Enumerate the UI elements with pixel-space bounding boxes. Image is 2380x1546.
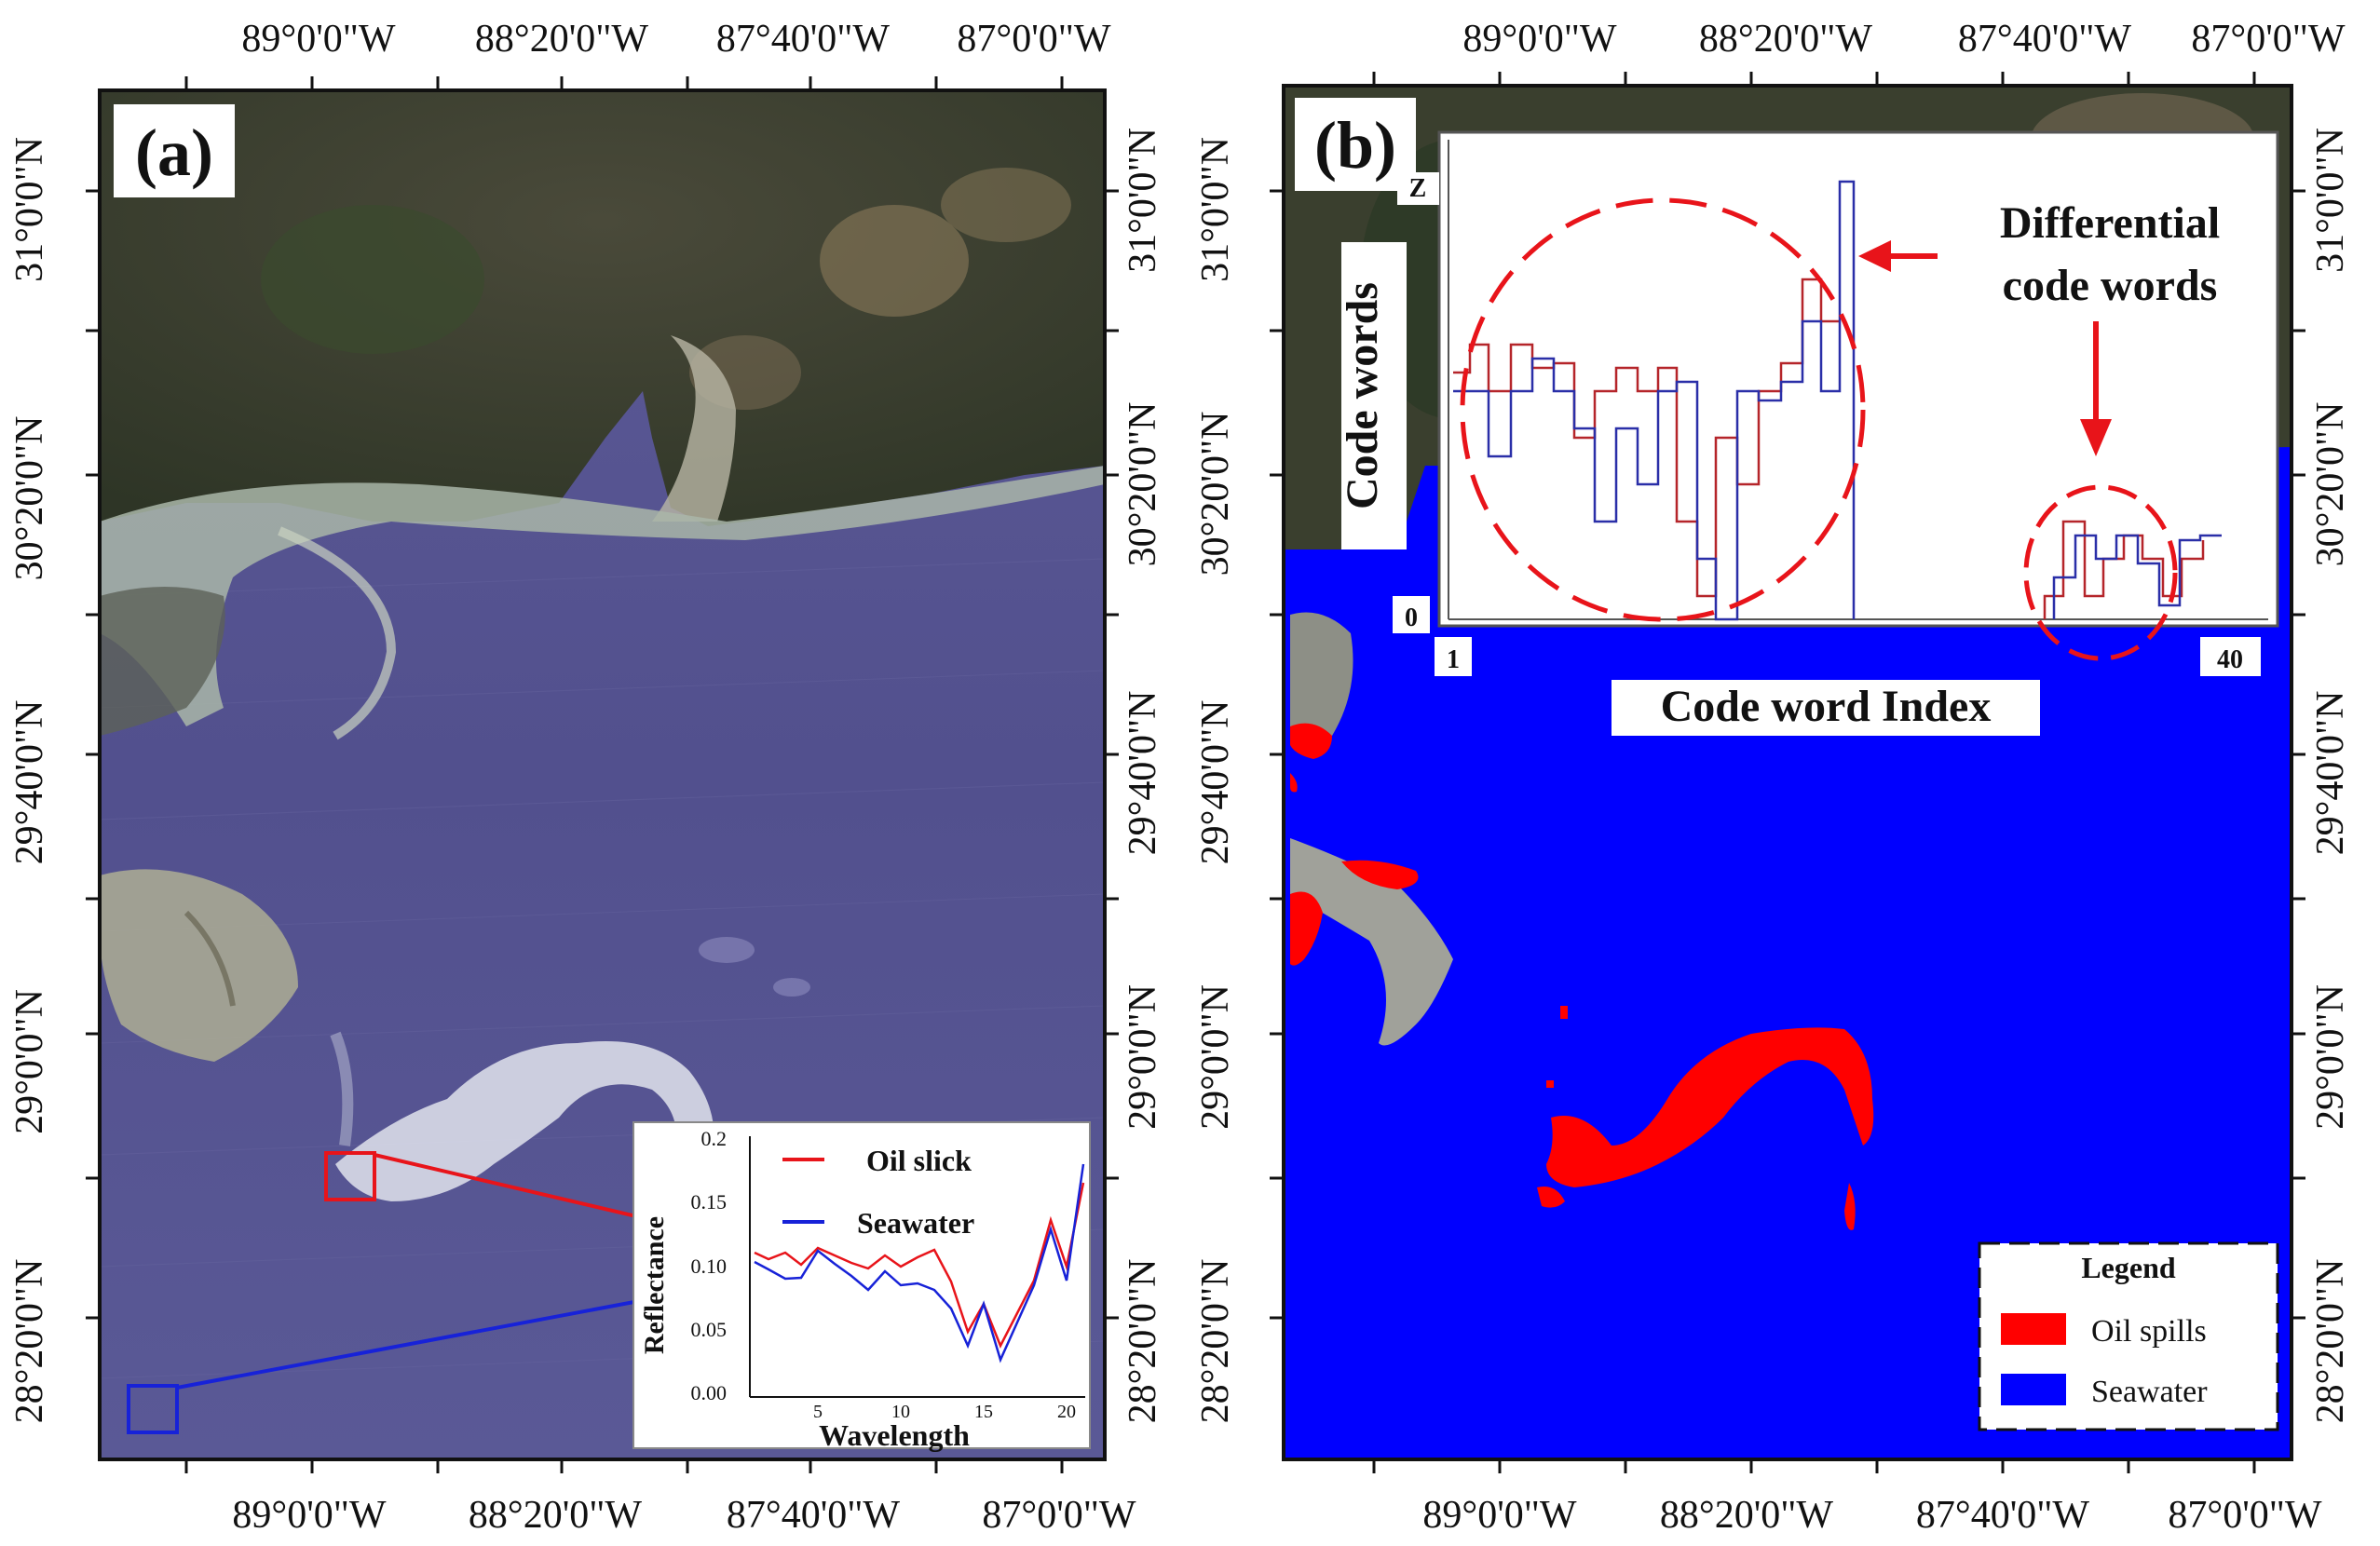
bottom-tick: 89°0'0"W: [1422, 1494, 1577, 1537]
top-tick: 87°0'0"W: [2191, 18, 2346, 61]
panel-a-label: (a): [135, 115, 213, 190]
inset-xtick: 5: [813, 1402, 823, 1422]
panel-b-label: (b): [1314, 108, 1396, 183]
top-tick: 88°20'0"W: [1699, 18, 1873, 61]
panel-b: (b) Z Code words 0 1 40 Code word Index: [1194, 18, 2352, 1537]
inset-ytick: 0.00: [691, 1381, 728, 1404]
top-tick: 87°40'0"W: [1958, 18, 2132, 61]
inset-xlabel: Wavelength: [819, 1418, 970, 1452]
bottom-tick: 88°20'0"W: [1660, 1494, 1834, 1537]
panel-b-tick-marks: [1270, 72, 2305, 1473]
common-codewords-circle: [1460, 197, 1866, 622]
bottom-tick: 87°0'0"W: [982, 1494, 1136, 1537]
panel-b-label-box: [1295, 98, 1416, 191]
oil-sample-box: [324, 1151, 376, 1201]
codewords-sea-series: [1453, 180, 1856, 621]
panel-a-axis-labels: 89°0'0"W 88°20'0"W 87°40'0"W 87°0'0"W 89…: [8, 18, 1164, 1537]
panel-a-spectrum-inset: 0.2 0.15 0.10 0.05 0.00 5 10 15 20 Wavel…: [632, 1121, 1091, 1452]
inset-xtick: 15: [974, 1402, 993, 1422]
annotation-line2: code words: [2003, 261, 2218, 310]
legend-oil-label: Oil spills: [2091, 1314, 2207, 1349]
top-tick: 88°20'0"W: [475, 18, 649, 61]
inset-ytick: 0.10: [691, 1254, 728, 1278]
codewords-oil-series-tail: [2043, 520, 2205, 619]
left-tick: 29°40'0"N: [8, 700, 51, 865]
legend-sea-swatch: [2001, 1374, 2066, 1405]
annotation-arrow-down-head: [2080, 419, 2112, 456]
left-tick: 31°0'0"N: [8, 137, 51, 282]
right-tick: 28°20'0"N: [2309, 1259, 2352, 1424]
top-tick: 89°0'0"W: [241, 18, 396, 61]
bottom-tick: 87°40'0"W: [727, 1494, 901, 1537]
right-tick: 29°0'0"N: [2309, 984, 2352, 1130]
right-tick: 30°20'0"N: [2309, 402, 2352, 567]
inset-ylabel-codewords: Code words: [1338, 282, 1387, 509]
left-tick: 28°20'0"N: [8, 1259, 51, 1424]
inset-sea-spectrum: [754, 1163, 1085, 1363]
inset-xlabel-index: Code word Index: [1661, 682, 1992, 731]
inset-zero-label: 0: [1405, 603, 1418, 632]
inset-x-start: 1: [1447, 645, 1460, 674]
inset-z-label: Z: [1409, 174, 1427, 203]
annotation-arrow-left-head: [1858, 240, 1891, 272]
inset-xtick: 20: [1057, 1402, 1076, 1422]
panel-b-legend: Legend Oil spills Seawater: [1978, 1241, 2279, 1431]
top-tick: 89°0'0"W: [1462, 18, 1617, 61]
inset-ylabel: Reflectance: [639, 1216, 670, 1354]
bottom-tick: 87°0'0"W: [2168, 1494, 2322, 1537]
panel-b-frame: [1282, 84, 2293, 1461]
legend-oil-swatch: [2001, 1313, 2066, 1345]
annotation-line1: Differential: [2000, 198, 2220, 248]
right-tick: 28°20'0"N: [1122, 1259, 1164, 1424]
bottom-tick: 88°20'0"W: [469, 1494, 643, 1537]
inset-oil-spectrum: [754, 1182, 1085, 1349]
panel-a-satellite-image: [100, 90, 1105, 1459]
panel-b-axis-labels: 89°0'0"W 88°20'0"W 87°40'0"W 87°0'0"W 89…: [1194, 18, 2352, 1537]
right-tick: 29°40'0"N: [2309, 691, 2352, 856]
panel-a-tick-marks: [86, 76, 1119, 1473]
codewords-sea-series-tail: [2052, 534, 2222, 619]
inset-xtick: 10: [891, 1402, 910, 1422]
right-tick: 31°0'0"N: [2309, 128, 2352, 273]
inset-ytick: 0.05: [691, 1318, 728, 1341]
panel-a-label-box: [114, 104, 235, 197]
inset-ytick: 0.15: [691, 1190, 728, 1214]
left-tick: 30°20'0"N: [1194, 412, 1237, 576]
inset-legend-sea: Seawater: [857, 1206, 974, 1240]
left-tick: 28°20'0"N: [1194, 1259, 1237, 1424]
right-tick: 31°0'0"N: [1122, 128, 1164, 273]
inset-x-end: 40: [2217, 645, 2243, 674]
left-tick: 29°40'0"N: [1194, 700, 1237, 865]
left-tick: 29°0'0"N: [8, 989, 51, 1134]
legend-sea-label: Seawater: [2091, 1375, 2208, 1409]
panel-a-frame: [98, 88, 1107, 1461]
right-tick: 30°20'0"N: [1122, 402, 1164, 567]
panel-a: (a) 0.2 0.15 0.10 0.05 0.00 5 10 15 20 W…: [8, 18, 1164, 1537]
right-tick: 29°0'0"N: [1122, 984, 1164, 1130]
legend-title: Legend: [2081, 1251, 2176, 1284]
left-tick: 31°0'0"N: [1194, 137, 1237, 282]
left-tick: 30°20'0"N: [8, 416, 51, 581]
bottom-tick: 89°0'0"W: [232, 1494, 387, 1537]
sea-sample-box: [127, 1384, 179, 1434]
inset-ytick: 0.2: [701, 1127, 728, 1150]
panel-b-codeword-inset: Z Code words 0 1 40 Code word Index: [1338, 130, 2279, 736]
top-tick: 87°0'0"W: [957, 18, 1111, 61]
codewords-oil-series: [1453, 278, 1840, 598]
right-tick: 29°40'0"N: [1122, 691, 1164, 856]
top-tick: 87°40'0"W: [716, 18, 891, 61]
differential-codewords-circle: [2023, 484, 2178, 661]
bottom-tick: 87°40'0"W: [1916, 1494, 2090, 1537]
inset-legend-oil: Oil slick: [866, 1144, 972, 1177]
left-tick: 29°0'0"N: [1194, 984, 1237, 1130]
